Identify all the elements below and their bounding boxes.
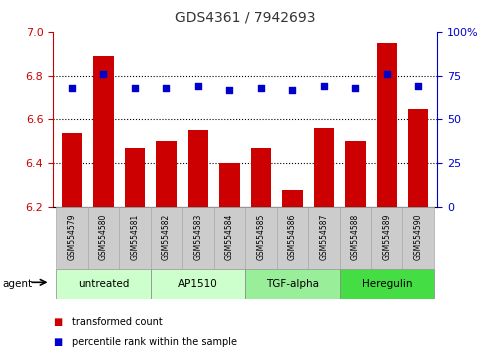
Text: GSM554583: GSM554583 <box>193 213 202 260</box>
Point <box>383 71 391 77</box>
Bar <box>151 207 182 269</box>
Bar <box>93 56 114 207</box>
Text: TGF-alpha: TGF-alpha <box>266 279 319 289</box>
Point <box>288 87 296 92</box>
Text: ■: ■ <box>53 317 62 327</box>
Text: Heregulin: Heregulin <box>361 279 412 289</box>
Bar <box>156 141 177 207</box>
Text: AP1510: AP1510 <box>178 279 218 289</box>
Bar <box>62 133 82 207</box>
Point <box>131 85 139 91</box>
Bar <box>57 269 151 299</box>
Bar <box>345 141 366 207</box>
Text: GSM554588: GSM554588 <box>351 214 360 260</box>
Bar <box>308 207 340 269</box>
Bar <box>313 128 334 207</box>
Bar <box>88 207 119 269</box>
Text: GSM554590: GSM554590 <box>414 213 423 260</box>
Bar <box>408 109 428 207</box>
Bar <box>377 43 397 207</box>
Bar <box>188 130 208 207</box>
Point <box>226 87 233 92</box>
Text: agent: agent <box>2 279 32 289</box>
Bar <box>245 207 277 269</box>
Point <box>320 83 327 89</box>
Text: GSM554584: GSM554584 <box>225 213 234 260</box>
Text: GSM554580: GSM554580 <box>99 213 108 260</box>
Bar <box>119 207 151 269</box>
Bar <box>245 269 340 299</box>
Bar <box>340 269 434 299</box>
Bar <box>282 189 302 207</box>
Bar <box>277 207 308 269</box>
Bar <box>219 163 240 207</box>
Text: percentile rank within the sample: percentile rank within the sample <box>72 337 238 347</box>
Bar <box>340 207 371 269</box>
Text: GSM554579: GSM554579 <box>68 213 76 260</box>
Text: transformed count: transformed count <box>72 317 163 327</box>
Bar <box>182 207 213 269</box>
Point <box>68 85 76 91</box>
Bar <box>402 207 434 269</box>
Bar <box>251 148 271 207</box>
Bar <box>125 148 145 207</box>
Text: untreated: untreated <box>78 279 129 289</box>
Text: GSM554587: GSM554587 <box>319 213 328 260</box>
Point <box>163 85 170 91</box>
Point <box>352 85 359 91</box>
Point <box>257 85 265 91</box>
Bar <box>57 207 88 269</box>
Bar <box>213 207 245 269</box>
Point <box>99 71 107 77</box>
Text: GSM554585: GSM554585 <box>256 213 265 260</box>
Bar <box>151 269 245 299</box>
Text: GSM554586: GSM554586 <box>288 213 297 260</box>
Point <box>414 83 422 89</box>
Point <box>194 83 202 89</box>
Text: GSM554581: GSM554581 <box>130 214 140 260</box>
Text: ■: ■ <box>53 337 62 347</box>
Text: GDS4361 / 7942693: GDS4361 / 7942693 <box>175 11 315 25</box>
Bar <box>371 207 402 269</box>
Text: GSM554589: GSM554589 <box>382 213 391 260</box>
Text: GSM554582: GSM554582 <box>162 214 171 260</box>
